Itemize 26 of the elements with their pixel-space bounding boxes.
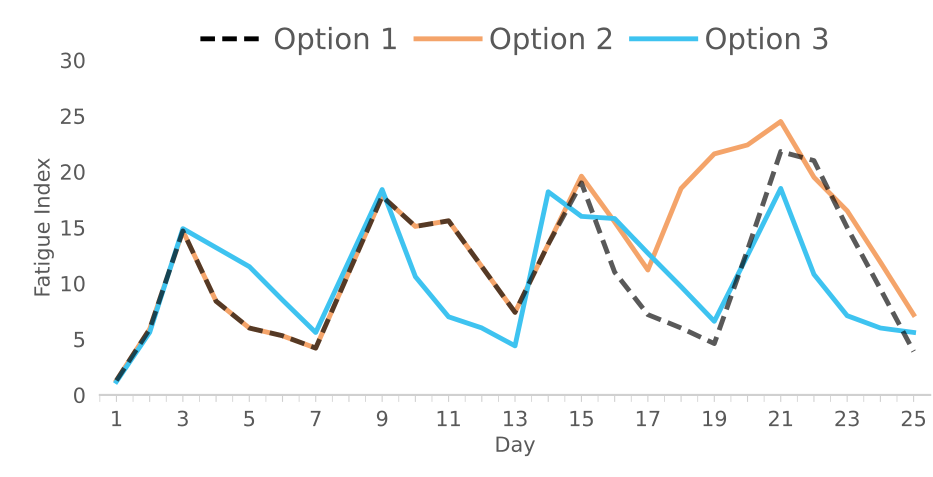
legend-label: Option 1 <box>274 26 396 56</box>
y-tick-label: 10 <box>62 276 85 292</box>
x-tick-label: 11 <box>438 410 460 426</box>
x-tick-label: 7 <box>310 410 321 426</box>
legend-label: Option 3 <box>706 26 828 56</box>
x-axis-title: Day <box>496 436 535 456</box>
x-tick-label: 25 <box>902 410 926 426</box>
x-tick-label: 15 <box>570 410 593 426</box>
x-tick-label: 17 <box>636 410 660 426</box>
legend-label: Option 2 <box>490 26 612 56</box>
y-tick-label: 20 <box>60 164 85 180</box>
x-tick-label: 1 <box>112 410 122 426</box>
x-tick-label: 5 <box>244 410 254 426</box>
y-axis-title: Fatigue Index <box>34 158 54 296</box>
y-tick-label: 5 <box>74 332 84 348</box>
x-tick-label: 3 <box>178 410 188 426</box>
x-tick-label: 9 <box>376 410 388 426</box>
y-tick-label: 0 <box>74 387 85 404</box>
x-tick-label: 21 <box>769 410 792 426</box>
y-tick-label: 25 <box>60 108 84 124</box>
y-tick-label: 15 <box>62 220 84 236</box>
x-tick-label: 19 <box>703 410 726 426</box>
line-series <box>114 186 916 384</box>
x-tick-label: 23 <box>835 410 859 426</box>
x-tick-label: 13 <box>504 410 527 426</box>
y-tick-label: 30 <box>61 52 85 68</box>
